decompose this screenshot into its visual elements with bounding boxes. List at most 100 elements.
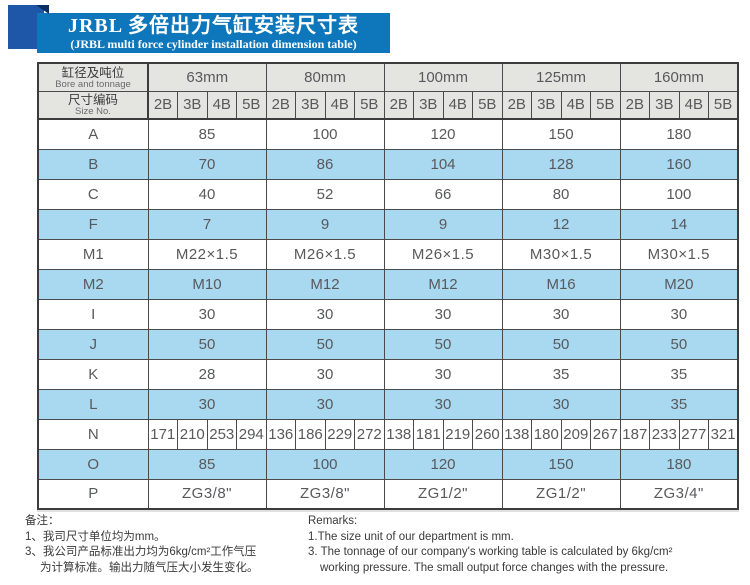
dim-cell: 85 (147, 448, 267, 480)
dim-cell: 187 (619, 418, 651, 450)
table-row-k: K 28 30 30 35 35 (37, 358, 739, 390)
notes-zh-heading: 备注： (25, 515, 60, 527)
dim-cell: M16 (501, 268, 621, 300)
table-row-p: P ZG3/8" ZG3/8" ZG1/2" ZG1/2" ZG3/4" (37, 478, 739, 510)
notes-english: Remarks: 1.The size unit of our departme… (308, 514, 748, 576)
dim-cell: 85 (147, 118, 267, 150)
table-row-l: L 30 30 30 30 35 (37, 388, 739, 420)
bore-header-cell: 80mm (265, 62, 385, 92)
dim-cell: 50 (501, 328, 621, 360)
size-code-cell: 3B (531, 90, 562, 120)
dim-cell: 30 (265, 388, 385, 420)
dim-cell: ZG3/4" (619, 478, 739, 510)
dim-cell: ZG3/8" (147, 478, 267, 510)
dim-cell: 12 (501, 208, 621, 240)
dim-cell: 30 (147, 388, 267, 420)
dim-cell: M10 (147, 268, 267, 300)
bore-header-cell: 100mm (383, 62, 503, 92)
size-code-cell: 3B (295, 90, 326, 120)
notes-chinese: 备注： 1、我司尺寸单位均为mm。 3、我公司产品标准出力均为6kg/cm²工作… (25, 514, 308, 576)
dim-cell: 66 (383, 178, 503, 210)
row-label: M1 (37, 238, 149, 270)
dim-cell: 100 (265, 118, 385, 150)
dim-cell: 180 (619, 448, 739, 480)
size-code-cell: 4B (560, 90, 592, 120)
dim-cell: ZG1/2" (501, 478, 621, 510)
dim-cell: 50 (147, 328, 267, 360)
size-code-cell: 2B (265, 90, 296, 120)
notes-en-line3: working pressure. The small output force… (320, 561, 669, 574)
dim-cell: 50 (383, 328, 503, 360)
dim-cell: 86 (265, 148, 385, 180)
dim-cell: ZG3/8" (265, 478, 385, 510)
dim-cell: 180 (531, 418, 562, 450)
table-row-m1: M1 M22×1.5 M26×1.5 M26×1.5 M30×1.5 M30×1… (37, 238, 739, 270)
dim-cell: 171 (147, 418, 178, 450)
dim-cell: 70 (147, 148, 267, 180)
dim-cell: 14 (619, 208, 739, 240)
row-label: L (37, 388, 149, 420)
ribbon-fold-icon (36, 5, 49, 14)
dim-cell: 138 (383, 418, 414, 450)
dim-cell: 50 (265, 328, 385, 360)
size-code-cell: 5B (590, 90, 621, 120)
dim-cell: 209 (560, 418, 592, 450)
dim-cell: 160 (619, 148, 739, 180)
dim-cell: 30 (147, 298, 267, 330)
dim-cell: 136 (265, 418, 296, 450)
dim-cell: 181 (413, 418, 444, 450)
dimension-table: 缸径及吨位 Bore and tonnage 63mm 80mm 100mm 1… (37, 62, 740, 510)
dim-cell: 28 (147, 358, 267, 390)
dim-cell: 104 (383, 148, 503, 180)
dim-cell: M22×1.5 (147, 238, 267, 270)
dim-cell: 267 (590, 418, 621, 450)
size-code-cell: 5B (472, 90, 503, 120)
notes-zh-line1: 1、我司尺寸单位均为mm。 (25, 530, 166, 543)
dim-cell: 30 (501, 388, 621, 420)
dim-cell: M30×1.5 (619, 238, 739, 270)
dim-cell: 186 (295, 418, 326, 450)
row-label: B (37, 148, 149, 180)
dim-cell: 128 (501, 148, 621, 180)
dim-cell: 35 (619, 358, 739, 390)
dim-cell: 9 (383, 208, 503, 240)
dim-cell: 229 (324, 418, 355, 450)
row-label: K (37, 358, 149, 390)
dim-cell: 7 (147, 208, 267, 240)
row-label: O (37, 448, 149, 480)
dim-cell: ZG1/2" (383, 478, 503, 510)
size-code-cell: 2B (383, 90, 414, 120)
row-label: A (37, 118, 149, 150)
dim-cell: 35 (501, 358, 621, 390)
corner-size-label: 尺寸编码 Size No. (37, 90, 149, 120)
dim-cell: 150 (501, 448, 621, 480)
dim-cell: 260 (472, 418, 503, 450)
dim-cell: 219 (442, 418, 473, 450)
dim-cell: M30×1.5 (501, 238, 621, 270)
size-code-cell: 4B (324, 90, 355, 120)
dim-cell: 30 (501, 298, 621, 330)
notes-zh-line3: 为计算标准。输出力随气压大小发生变化。 (40, 561, 259, 574)
size-code-cell: 4B (678, 90, 710, 120)
dim-cell: 35 (619, 388, 739, 420)
dim-cell: 30 (619, 298, 739, 330)
bore-header-cell: 63mm (147, 62, 267, 92)
dim-cell: 294 (236, 418, 267, 450)
notes-en-line1: 1.The size unit of our department is mm. (308, 530, 514, 543)
page-subtitle: (JRBL multi force cylinder installation … (70, 37, 357, 51)
table-row-b: B 70 86 104 128 160 (37, 148, 739, 180)
table-row-m2: M2 M10 M12 M12 M16 M20 (37, 268, 739, 300)
row-label: I (37, 298, 149, 330)
table-row-j: J 50 50 50 50 50 (37, 328, 739, 360)
table-row-c: C 40 52 66 80 100 (37, 178, 739, 210)
dim-cell: 30 (265, 358, 385, 390)
size-code-header-row: 尺寸编码 Size No. 2B 3B 4B 5B 2B 3B 4B 5B 2B… (37, 90, 739, 120)
size-code-cell: 3B (649, 90, 680, 120)
row-label: F (37, 208, 149, 240)
dim-cell: M20 (619, 268, 739, 300)
size-code-cell: 3B (413, 90, 444, 120)
row-label: P (37, 478, 149, 510)
title-banner: JRBL 多倍出力气缸安装尺寸表 (JRBL multi force cylin… (37, 13, 390, 53)
dim-cell: 120 (383, 448, 503, 480)
dim-cell: 150 (501, 118, 621, 150)
